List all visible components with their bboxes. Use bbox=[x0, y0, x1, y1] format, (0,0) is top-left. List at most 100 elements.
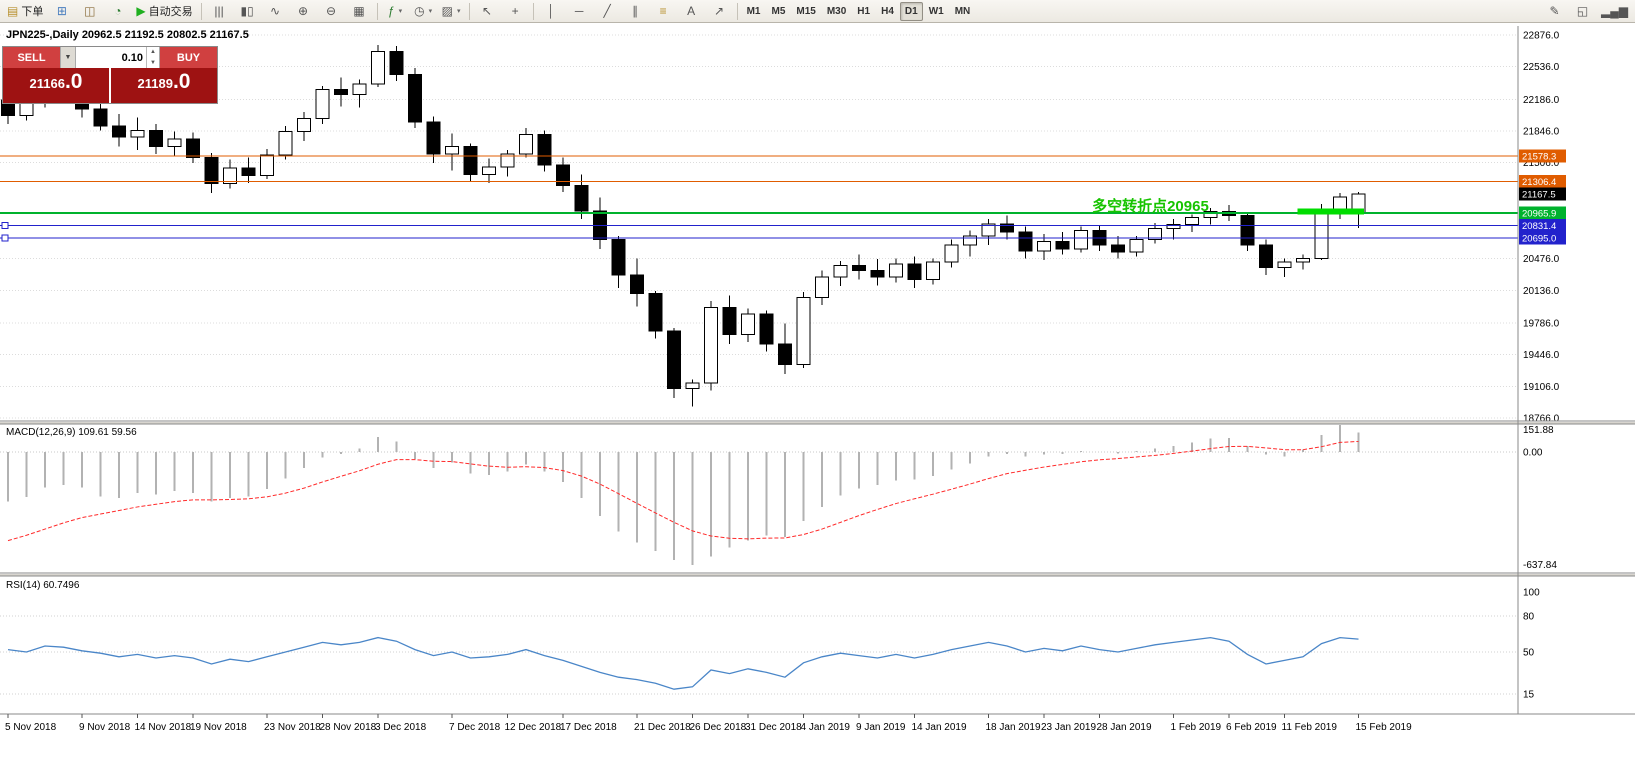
timeframe-button-m1[interactable]: M1 bbox=[746, 5, 761, 17]
equidistant-channel-icon: ∥ bbox=[632, 4, 639, 18]
svg-text:50: 50 bbox=[1523, 648, 1535, 659]
window-layout-button[interactable]: ◱ bbox=[1569, 1, 1596, 22]
timeframe-button-mn[interactable]: MN bbox=[954, 5, 971, 17]
timeframe-button-w1[interactable]: W1 bbox=[928, 5, 944, 17]
sell-price-fraction: .0 bbox=[64, 70, 83, 93]
volume-input[interactable]: 0.10 bbox=[121, 51, 143, 64]
cursor-button[interactable]: ↖ bbox=[474, 1, 501, 22]
svg-text:23 Nov 2018: 23 Nov 2018 bbox=[264, 722, 321, 733]
volume-field: 0.10 ▲ ▼ bbox=[76, 47, 160, 68]
tile-windows-button[interactable]: ▦ bbox=[346, 1, 373, 22]
svg-text:28 Jan 2019: 28 Jan 2019 bbox=[1097, 722, 1152, 733]
svg-text:20831.4: 20831.4 bbox=[1522, 221, 1556, 232]
svg-text:19446.0: 19446.0 bbox=[1523, 350, 1560, 361]
svg-text:21578.3: 21578.3 bbox=[1522, 151, 1556, 162]
sell-price-display[interactable]: 21166.0 bbox=[3, 68, 109, 103]
svg-text:3 Dec 2018: 3 Dec 2018 bbox=[375, 722, 427, 733]
svg-text:100: 100 bbox=[1523, 588, 1540, 599]
one-click-trading-panel: SELL ▼ 0.10 ▲ ▼ BUY 21166.0 21189.0 bbox=[2, 46, 218, 104]
buy-price-display[interactable]: 21189.0 bbox=[111, 68, 217, 103]
crosshair-button[interactable]: + bbox=[502, 1, 529, 22]
svg-text:22186.0: 22186.0 bbox=[1523, 95, 1560, 106]
macd-indicator-header: MACD(12,26,9) 109.61 59.56 bbox=[6, 427, 137, 438]
timeframe-button-m5[interactable]: M5 bbox=[771, 5, 786, 17]
chart-ohlc-header: JPN225-,Daily 20962.5 21192.5 20802.5 21… bbox=[6, 29, 249, 41]
svg-text:9 Jan 2019: 9 Jan 2019 bbox=[856, 722, 906, 733]
svg-text:21306.4: 21306.4 bbox=[1522, 177, 1556, 188]
svg-text:22536.0: 22536.0 bbox=[1523, 62, 1560, 73]
dropdown-caret-icon: ▾ bbox=[456, 8, 461, 15]
svg-text:14 Jan 2019: 14 Jan 2019 bbox=[912, 722, 967, 733]
text-button[interactable]: A bbox=[678, 1, 705, 22]
periods-button[interactable]: ◷ ▾ bbox=[410, 1, 437, 22]
edit-chart-icon: ✎ bbox=[1549, 4, 1560, 18]
templates-button[interactable]: ▨ ▾ bbox=[438, 1, 465, 22]
fibonacci-icon: ≡ bbox=[659, 4, 667, 18]
zoom-in-button[interactable]: ⊕ bbox=[290, 1, 317, 22]
profiles-button[interactable]: ◫ bbox=[76, 1, 103, 22]
volume-down-icon[interactable]: ▼ bbox=[150, 59, 156, 66]
fibonacci-button[interactable]: ≡ bbox=[650, 1, 677, 22]
window-layout-icon: ◱ bbox=[1576, 4, 1589, 18]
svg-text:23 Jan 2019: 23 Jan 2019 bbox=[1041, 722, 1096, 733]
timeframe-button-h4[interactable]: H4 bbox=[881, 5, 894, 17]
connection-status-icon: ▂▄▆ bbox=[1597, 1, 1632, 22]
new-chart-icon: ⊞ bbox=[56, 4, 67, 18]
toolbar-separator bbox=[468, 2, 470, 20]
equidistant-channel-button[interactable]: ∥ bbox=[622, 1, 649, 22]
svg-text:18 Jan 2019: 18 Jan 2019 bbox=[986, 722, 1041, 733]
svg-text:31 Dec 2018: 31 Dec 2018 bbox=[745, 722, 802, 733]
svg-text:7 Dec 2018: 7 Dec 2018 bbox=[449, 722, 501, 733]
svg-text:9 Nov 2018: 9 Nov 2018 bbox=[79, 722, 131, 733]
zoom-in-icon: ⊕ bbox=[298, 4, 309, 18]
toolbar-separator bbox=[200, 2, 202, 20]
timeframe-button-h1[interactable]: H1 bbox=[857, 5, 871, 17]
trendline-button[interactable]: ╱ bbox=[594, 1, 621, 22]
main-toolbar: ▤ 下单 ⊞ ◫ ◔ ▶ 自动交易 ||| ▮▯ ∿ ⊕ ⊖ ▦ ƒ ▾ ◷ ▾ ▨ ▾ ↖ + │ ─ ╱ ∥ ≡ A ↗ M1 M5 M… bbox=[0, 0, 1635, 23]
svg-text:-637.84: -637.84 bbox=[1523, 560, 1557, 571]
svg-text:20476.0: 20476.0 bbox=[1523, 254, 1560, 265]
svg-text:20965.9: 20965.9 bbox=[1522, 208, 1556, 219]
new-order-button[interactable]: ▤ 下单 bbox=[3, 1, 47, 22]
svg-text:1 Feb 2019: 1 Feb 2019 bbox=[1171, 722, 1222, 733]
text-icon: A bbox=[687, 4, 696, 18]
volume-stepper[interactable]: ▲ ▼ bbox=[146, 47, 159, 68]
svg-text:5 Nov 2018: 5 Nov 2018 bbox=[5, 722, 57, 733]
svg-text:15 Feb 2019: 15 Feb 2019 bbox=[1356, 722, 1413, 733]
edit-chart-button[interactable]: ✎ bbox=[1541, 1, 1568, 22]
svg-text:20136.0: 20136.0 bbox=[1523, 286, 1560, 297]
zoom-out-button[interactable]: ⊖ bbox=[318, 1, 345, 22]
buy-price-main: 21189 bbox=[137, 76, 173, 91]
line-chart-button[interactable]: ∿ bbox=[262, 1, 289, 22]
indicators-button[interactable]: ƒ ▾ bbox=[382, 1, 409, 22]
buy-price-fraction: .0 bbox=[172, 70, 191, 93]
svg-text:0.00: 0.00 bbox=[1523, 448, 1543, 459]
candlestick-chart-button[interactable]: ▮▯ bbox=[234, 1, 261, 22]
new-order-icon: ▤ bbox=[7, 4, 19, 18]
horizontal-line-icon: ─ bbox=[574, 4, 584, 18]
new-chart-button[interactable]: ⊞ bbox=[48, 1, 75, 22]
svg-text:26 Dec 2018: 26 Dec 2018 bbox=[690, 722, 747, 733]
autotrading-button[interactable]: ▶ 自动交易 bbox=[132, 1, 196, 22]
svg-text:20695.0: 20695.0 bbox=[1522, 234, 1556, 245]
volume-dropdown-button[interactable]: ▼ bbox=[60, 47, 76, 68]
toolbar-separator bbox=[736, 2, 738, 20]
svg-text:21846.0: 21846.0 bbox=[1523, 126, 1560, 137]
sell-button[interactable]: SELL bbox=[3, 47, 60, 68]
timeframe-button-m30[interactable]: M30 bbox=[826, 5, 847, 17]
new-order-button-label: 下单 bbox=[21, 6, 44, 18]
timeframe-button-m15[interactable]: M15 bbox=[796, 5, 816, 17]
arrows-button[interactable]: ↗ bbox=[706, 1, 733, 22]
dropdown-caret-icon: ▾ bbox=[428, 8, 433, 15]
volume-up-icon[interactable]: ▲ bbox=[150, 49, 156, 56]
market-watch-button[interactable]: ◔ bbox=[104, 1, 131, 22]
svg-text:80: 80 bbox=[1523, 612, 1535, 623]
horizontal-line-button[interactable]: ─ bbox=[566, 1, 593, 22]
chart-canvas[interactable]: 22876.0 22536.0 22186.0 21846.0 21506.0 20476… bbox=[0, 24, 1635, 770]
svg-text:12 Dec 2018: 12 Dec 2018 bbox=[505, 722, 562, 733]
vertical-line-button[interactable]: │ bbox=[538, 1, 565, 22]
buy-button[interactable]: BUY bbox=[160, 47, 217, 68]
toolbar-separator bbox=[532, 2, 534, 20]
bar-chart-button[interactable]: ||| bbox=[206, 1, 233, 22]
timeframe-button-d1[interactable]: D1 bbox=[899, 1, 923, 21]
